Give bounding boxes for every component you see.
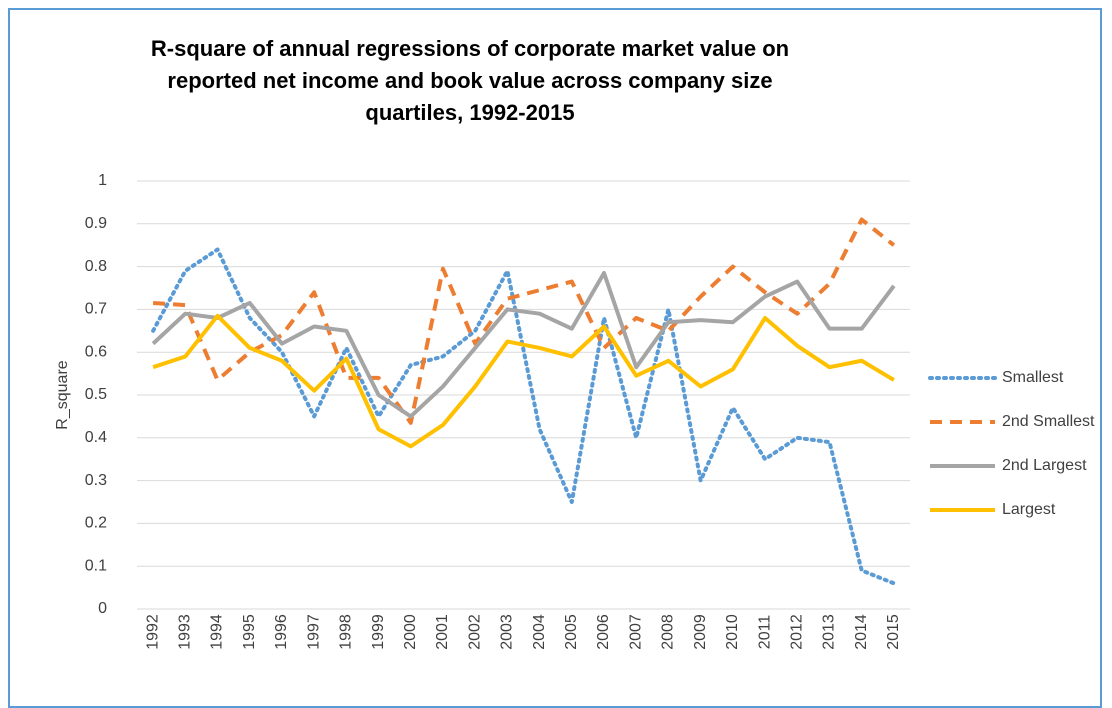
x-tick-label: 1997 bbox=[305, 614, 322, 650]
y-tick-label: 0.2 bbox=[85, 515, 107, 532]
y-tick-label: 0.8 bbox=[85, 258, 107, 275]
y-tick-label: 0.1 bbox=[85, 557, 107, 574]
x-tick-label: 1995 bbox=[241, 614, 258, 650]
x-tick-label: 2003 bbox=[499, 614, 516, 650]
x-tick-label: 2005 bbox=[563, 614, 580, 650]
x-tick-label: 2000 bbox=[402, 614, 419, 650]
x-tick-label: 2014 bbox=[853, 614, 870, 650]
chart-title: R-square of annual regressions of corpor… bbox=[150, 36, 790, 125]
series-line bbox=[152, 313, 895, 449]
y-tick-label: 0 bbox=[98, 600, 107, 617]
legend-label: Smallest bbox=[1002, 369, 1064, 386]
x-tick-label: 2004 bbox=[531, 614, 548, 650]
series-line bbox=[151, 271, 896, 419]
y-tick-label: 1 bbox=[98, 172, 107, 189]
y-tick-label: 0.3 bbox=[85, 472, 107, 489]
x-tick-label: 2009 bbox=[692, 614, 709, 650]
x-tick-label: 2011 bbox=[756, 615, 773, 650]
y-tick-label: 0.7 bbox=[85, 301, 107, 318]
x-tick-label: 1998 bbox=[338, 614, 355, 650]
x-tick-label: 2006 bbox=[595, 614, 612, 650]
x-tick-label: 2013 bbox=[821, 614, 838, 650]
y-tick-label: 0.5 bbox=[85, 386, 107, 403]
x-tick-label: 1993 bbox=[177, 614, 194, 650]
chart: R_square 0 0.1 0.2 0.3 0.4 0.5 0.6 0.7 0.8 0.9 1 19… bbox=[54, 172, 1095, 650]
x-tick-label: 2002 bbox=[466, 614, 483, 650]
x-tick-label: 1992 bbox=[144, 614, 161, 650]
x-tick-label: 2015 bbox=[885, 614, 902, 650]
y-axis-label: R_square bbox=[54, 360, 71, 429]
legend-label: 2nd Smallest bbox=[1002, 413, 1095, 430]
legend-label: Largest bbox=[1002, 501, 1056, 518]
y-tick-label: 0.9 bbox=[85, 215, 107, 232]
x-tick-label: 2001 bbox=[434, 614, 451, 650]
x-tick-label: 2012 bbox=[788, 614, 805, 650]
x-tick-label: 2010 bbox=[724, 614, 741, 650]
x-tick-label: 2007 bbox=[627, 614, 644, 650]
y-tick-label: 0.6 bbox=[85, 343, 107, 360]
x-tick-label: 1999 bbox=[370, 614, 387, 650]
x-tick-label: 2008 bbox=[660, 614, 677, 650]
x-tick-label: 1996 bbox=[273, 614, 290, 650]
x-tick-label: 1994 bbox=[209, 614, 226, 650]
series-line bbox=[151, 247, 896, 586]
legend-label: 2nd Largest bbox=[1002, 457, 1087, 474]
y-tick-label: 0.4 bbox=[85, 429, 107, 446]
